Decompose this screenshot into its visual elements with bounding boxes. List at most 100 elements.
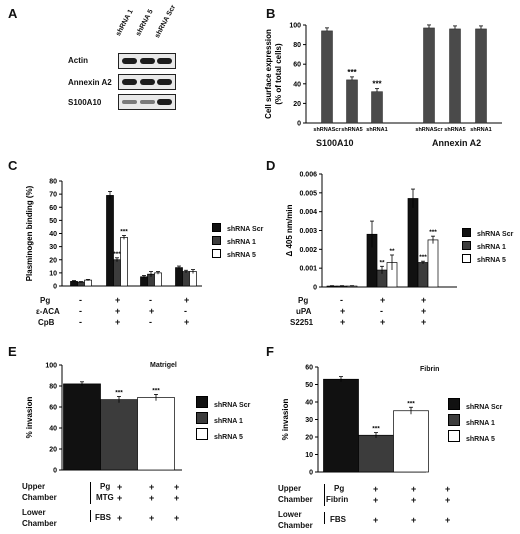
y-axis-label-line: (% of total cells)	[274, 43, 283, 105]
y-tick-label: 40	[293, 81, 301, 88]
legend-swatch	[212, 223, 221, 232]
cond-value: Pg	[334, 484, 345, 493]
y-axis-label: Plasminogen binding (%)	[25, 185, 34, 281]
y-tick-label: 0.001	[299, 266, 317, 273]
y-tick-label: 50	[305, 382, 313, 389]
treatment-value: +	[115, 317, 121, 327]
legend-swatch	[196, 396, 208, 408]
legend-label: shRNA 5	[227, 252, 256, 259]
treatment-value: +	[184, 317, 190, 327]
treatment-value: +	[184, 295, 190, 305]
blot-band	[157, 79, 172, 85]
legend-swatch	[462, 241, 471, 250]
bar	[100, 399, 138, 471]
treatment-value: +	[421, 317, 427, 327]
treatment-row-label: Pg	[40, 296, 51, 305]
cond-divider	[90, 482, 91, 504]
group-label-annexin: Annexin A2	[432, 138, 482, 148]
legend-item: shRNA Scr	[212, 223, 263, 233]
cond-value: FBS	[95, 513, 111, 522]
blot-strip-actin	[118, 53, 176, 69]
blot-strip-s100a10	[118, 94, 176, 110]
cond-value: Fibrin	[326, 495, 349, 504]
blot-row-label: Actin	[68, 56, 88, 65]
significance-label: ***	[372, 80, 382, 89]
y-tick-label: 20	[49, 447, 57, 454]
treatment-row-label: uPA	[296, 307, 312, 316]
legend-item: shRNA 1	[212, 236, 256, 246]
legend-label: shRNA 5	[466, 436, 495, 443]
cond-label: Chamber	[278, 521, 313, 530]
legend-label: shRNA Scr	[477, 231, 514, 238]
cond-plus: +	[174, 513, 180, 523]
y-axis-label: Δ 405 nm/min	[285, 204, 294, 256]
treatment-value: +	[149, 306, 155, 316]
y-tick-label: 100	[289, 23, 301, 30]
y-tick-label: 0	[313, 285, 317, 292]
bar	[137, 397, 175, 471]
treatment-value: -	[79, 317, 82, 327]
legend-swatch	[196, 428, 208, 440]
significance-label: ***	[115, 390, 123, 397]
cond-label: Chamber	[22, 519, 57, 528]
panel-c-letter: C	[8, 158, 18, 173]
y-tick-label: 80	[49, 179, 57, 186]
blot-band	[122, 79, 137, 85]
legend-item: shRNA Scr	[462, 228, 513, 238]
legend-swatch	[448, 414, 460, 426]
blot-strip-annexin	[118, 74, 176, 90]
cond-plus: +	[117, 493, 123, 503]
panel-e-letter: E	[8, 344, 17, 359]
cond-plus: +	[117, 513, 123, 523]
bar	[393, 410, 429, 473]
treatment-value: -	[340, 295, 343, 305]
significance-label: **	[379, 259, 385, 266]
y-tick-label: 70	[49, 192, 57, 199]
cond-value: MTG	[96, 493, 114, 502]
bar	[63, 383, 101, 471]
y-tick-label: 60	[49, 205, 57, 212]
y-tick-label: 0	[53, 284, 57, 291]
legend-swatch	[196, 412, 208, 424]
cond-plus: +	[445, 515, 451, 525]
y-tick-label: 40	[305, 400, 313, 407]
treatment-row-label: CpB	[38, 318, 55, 327]
treatment-value: +	[380, 317, 386, 327]
treatment-value: -	[149, 295, 152, 305]
legend-label: shRNA Scr	[466, 404, 503, 411]
treatment-value: +	[115, 295, 121, 305]
significance-label: ***	[152, 387, 160, 394]
y-tick-label: 0.003	[299, 228, 317, 235]
legend-label: shRNA 1	[477, 244, 506, 251]
legend-label: shRNA 5	[477, 257, 506, 264]
legend-item: shRNA 1	[196, 412, 243, 425]
blot-band	[140, 58, 155, 64]
treatment-row-label: S2251	[290, 318, 314, 327]
cond-plus: +	[411, 484, 417, 494]
cond-plus: +	[174, 482, 180, 492]
legend-item: shRNA 5	[448, 430, 495, 443]
treatment-value: +	[421, 306, 427, 316]
cond-plus: +	[149, 482, 155, 492]
legend-swatch	[462, 254, 471, 263]
significance-label: ***	[407, 400, 415, 407]
panel-f-letter: F	[266, 344, 274, 359]
cond-label: Chamber	[278, 495, 313, 504]
blot-band	[157, 99, 172, 105]
y-tick-label: 10	[305, 452, 313, 459]
legend-swatch	[212, 249, 221, 258]
legend-item: shRNA 1	[448, 414, 495, 427]
y-tick-label: 50	[49, 218, 57, 225]
cond-label: Chamber	[22, 493, 57, 502]
legend-label: shRNA Scr	[214, 402, 251, 409]
y-axis-label-line: % invasion	[25, 396, 34, 438]
cond-plus: +	[445, 484, 451, 494]
cond-label: Lower	[22, 508, 46, 517]
cond-divider	[324, 484, 325, 506]
blot-band	[157, 58, 172, 64]
panel-a-letter: A	[8, 6, 18, 21]
cond-label: Upper	[278, 484, 302, 493]
cond-plus: +	[117, 482, 123, 492]
